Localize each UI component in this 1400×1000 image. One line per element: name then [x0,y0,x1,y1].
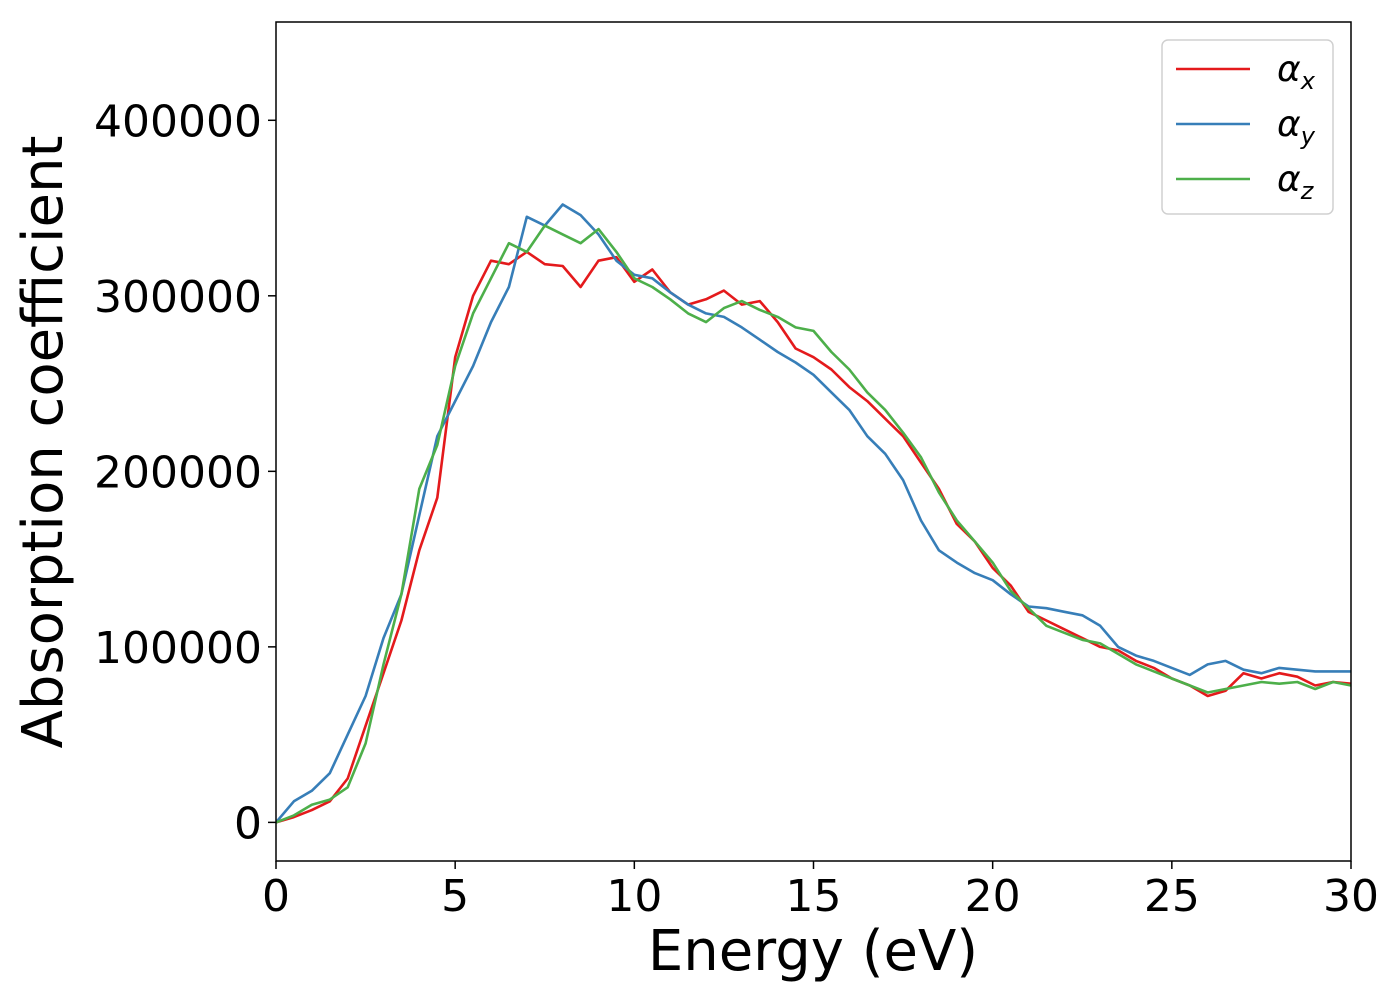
legend-label-x: αx [1277,49,1316,95]
x-axis-ticks: 0 5 10 15 20 25 30 [262,861,1379,922]
y-tick-label: 400000 [94,96,262,147]
x-tick-label: 15 [786,871,842,922]
x-tick-label: 0 [262,871,290,922]
y-tick-label: 200000 [94,447,262,498]
legend-box [1161,39,1334,215]
x-tick-label: 10 [606,871,662,922]
series-layer [276,203,1351,824]
y-axis-title: Absorption coefficient [11,136,76,749]
x-tick-label: 20 [965,871,1021,922]
y-tick-label: 0 [234,798,262,849]
y-tick-label: 300000 [94,272,262,323]
x-axis-title: Energy (eV) [648,919,978,984]
x-tick-label: 5 [441,871,469,922]
series-line-z [276,224,1351,824]
y-axis-ticks: 0 100000 200000 300000 400000 [94,96,276,849]
x-tick-label: 25 [1144,871,1200,922]
legend-label-y: αy [1277,104,1316,150]
x-tick-label: 30 [1323,871,1379,922]
y-tick-label: 100000 [94,623,262,674]
series-line-y [276,203,1351,824]
